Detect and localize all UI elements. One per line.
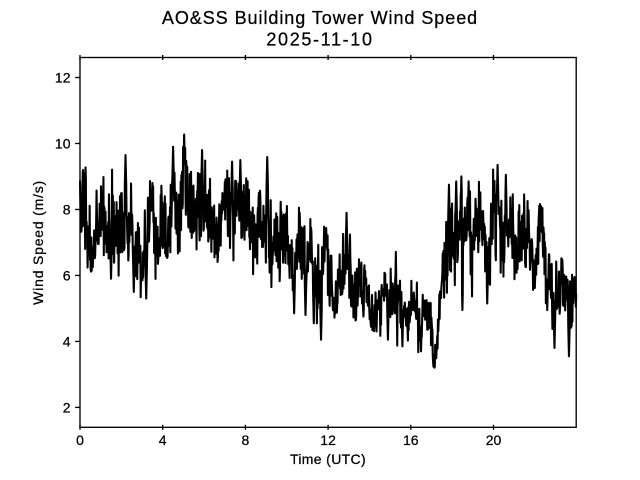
svg-text:6: 6: [63, 268, 71, 284]
svg-text:12: 12: [55, 70, 71, 86]
svg-text:10: 10: [55, 136, 71, 152]
svg-text:8: 8: [63, 202, 71, 218]
svg-text:2: 2: [63, 400, 71, 416]
svg-text:4: 4: [159, 432, 167, 448]
svg-text:0: 0: [76, 432, 84, 448]
svg-text:Time (UTC): Time (UTC): [290, 451, 366, 467]
svg-text:16: 16: [403, 432, 419, 448]
svg-text:4: 4: [63, 334, 71, 350]
svg-text:8: 8: [242, 432, 250, 448]
svg-text:2025-11-10: 2025-11-10: [266, 30, 373, 50]
svg-text:20: 20: [486, 432, 502, 448]
svg-text:AO&SS Building Tower Wind Spee: AO&SS Building Tower Wind Speed: [162, 8, 478, 28]
svg-text:12: 12: [320, 432, 336, 448]
svg-text:Wind Speed (m/s): Wind Speed (m/s): [30, 180, 46, 305]
